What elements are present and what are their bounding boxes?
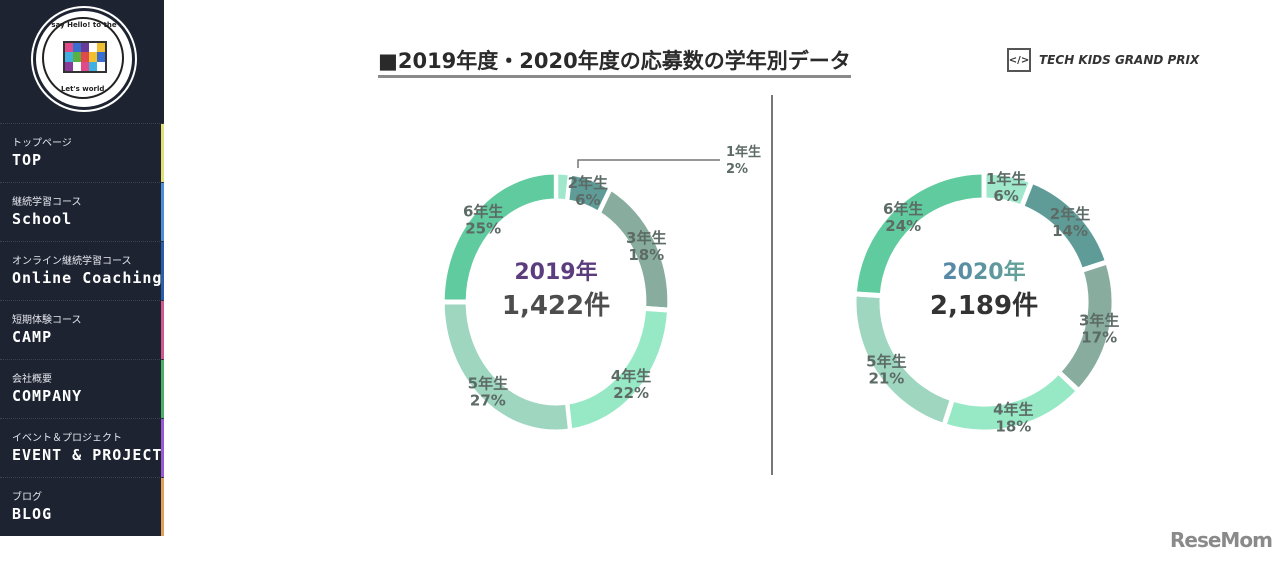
sidebar-item-camp[interactable]: 短期体験コース CAMP	[0, 300, 164, 359]
chart-2020-title: 2020年	[884, 254, 1084, 286]
nav-label-jp: 短期体験コース	[12, 315, 82, 326]
percent-label: 14%	[1052, 222, 1088, 240]
nav-label-en: School	[12, 210, 73, 228]
nav-label-en: CAMP	[12, 328, 53, 346]
category-label: 5年生	[866, 352, 906, 370]
school-logo[interactable]: say Hello! to the Let's world.	[33, 8, 135, 110]
logo-pixel-icon	[63, 41, 107, 73]
nav-label-jp: ブログ	[12, 492, 42, 503]
donut-segment-6年生	[851, 169, 987, 299]
percent-label: 22%	[613, 384, 649, 402]
nav-label-jp: 継続学習コース	[12, 197, 82, 208]
nav-color-bar	[161, 419, 164, 477]
percent-label: 6%	[575, 191, 600, 209]
percent-label: 6%	[993, 187, 1018, 205]
nav-color-bar	[161, 301, 164, 359]
category-label: 5年生	[468, 375, 508, 393]
category-label: 6年生	[463, 203, 503, 221]
category-label: 1年生	[726, 144, 761, 160]
code-icon: </>	[1007, 48, 1031, 72]
percent-label: 25%	[465, 220, 501, 238]
nav-label-en: Online Coaching	[12, 269, 163, 287]
sidebar-item-blog[interactable]: ブログ BLOG	[0, 477, 164, 536]
category-label: 4年生	[611, 367, 651, 385]
chart-2019-title: 2019年	[514, 260, 598, 285]
sidebar: say Hello! to the Let's world. トップページ TO…	[0, 0, 164, 536]
nav-color-bar	[161, 360, 164, 418]
logo-lettering: say Hello! to the	[51, 21, 117, 29]
percent-label: 24%	[885, 217, 921, 235]
resemom-watermark: ReseMom	[1170, 528, 1273, 552]
percent-label: 18%	[995, 417, 1031, 435]
brand-name: TECH KIDS GRAND PRIX	[1039, 53, 1200, 67]
sidebar-item-top[interactable]: トップページ TOP	[0, 123, 164, 182]
nav-label-jp: トップページ	[12, 138, 72, 149]
nav-label-en: BLOG	[12, 505, 53, 523]
nav-color-bar	[161, 242, 164, 300]
percent-label: 2%	[726, 162, 748, 177]
nav-color-bar	[161, 124, 164, 182]
percent-label: 17%	[1081, 329, 1117, 347]
donut-0	[440, 169, 672, 435]
nav-label-jp: オンライン継続学習コース	[12, 256, 132, 267]
nav-label-jp: イベント＆プロジェクト	[12, 433, 122, 444]
nav-color-bar	[161, 183, 164, 241]
percent-label: 18%	[628, 246, 664, 264]
nav-label-en: EVENT & PROJECT	[12, 446, 163, 464]
category-label: 1年生	[986, 170, 1026, 188]
chart-2019-total: 1,422件	[501, 291, 611, 321]
percent-label: 21%	[868, 369, 904, 387]
nav-label-en: COMPANY	[12, 387, 83, 405]
donut-1	[851, 169, 1117, 435]
chart-2020-total: 2,189件	[929, 291, 1039, 321]
sidebar-item-school[interactable]: 継続学習コース School	[0, 182, 164, 241]
category-label: 3年生	[1079, 312, 1119, 330]
category-label: 4年生	[993, 400, 1033, 418]
nav-color-bar	[161, 478, 164, 536]
category-label: 2年生	[568, 174, 608, 192]
sidebar-item-company[interactable]: 会社概要 COMPANY	[0, 359, 164, 418]
nav-label-en: TOP	[12, 151, 43, 169]
category-label: 6年生	[883, 200, 923, 218]
category-label: 2年生	[1050, 205, 1090, 223]
sidebar-item-online-coaching[interactable]: オンライン継続学習コース Online Coaching	[0, 241, 164, 300]
brand-logo: </> TECH KIDS GRAND PRIX	[1007, 48, 1199, 72]
chart-divider	[771, 95, 773, 475]
category-label: 3年生	[626, 229, 666, 247]
nav-label-jp: 会社概要	[12, 374, 52, 385]
sidebar-item-event-project[interactable]: イベント＆プロジェクト EVENT & PROJECT	[0, 418, 164, 477]
logo-ring	[42, 17, 124, 99]
percent-label: 27%	[470, 392, 506, 410]
logo-lettering-bottom: Let's world.	[60, 85, 108, 93]
page-title: ■2019年度・2020年度の応募数の学年別データ	[378, 48, 851, 78]
donut-segment-6年生	[440, 169, 559, 305]
leader-line	[577, 159, 720, 168]
